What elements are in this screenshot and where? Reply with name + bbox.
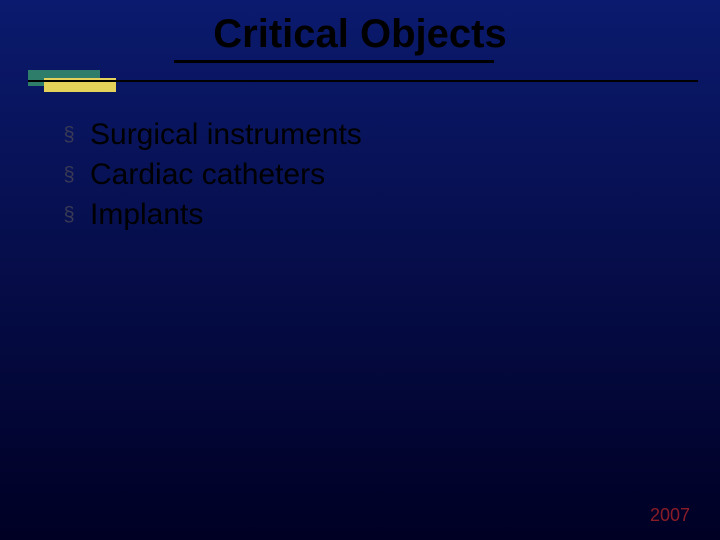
bullet-item: § Cardiac catheters [60, 158, 362, 198]
bullet-text: Surgical instruments [90, 118, 362, 152]
bullet-text: Cardiac catheters [90, 158, 325, 192]
bullet-text: Implants [90, 198, 203, 232]
bullet-marker-icon: § [60, 124, 78, 147]
bullet-item: § Surgical instruments [60, 118, 362, 158]
bullet-item: § Implants [60, 198, 362, 238]
slide: Critical Objects § Surgical instruments § C… [0, 0, 720, 540]
bullet-marker-icon: § [60, 204, 78, 227]
slide-title: Critical Objects [0, 12, 720, 57]
title-underline [174, 60, 494, 63]
bullet-marker-icon: § [60, 164, 78, 187]
footer-year: 2007 [650, 505, 690, 526]
divider-line [28, 80, 698, 82]
bullet-list: §Surgical instruments§Cardiac catheters§… [60, 118, 362, 238]
